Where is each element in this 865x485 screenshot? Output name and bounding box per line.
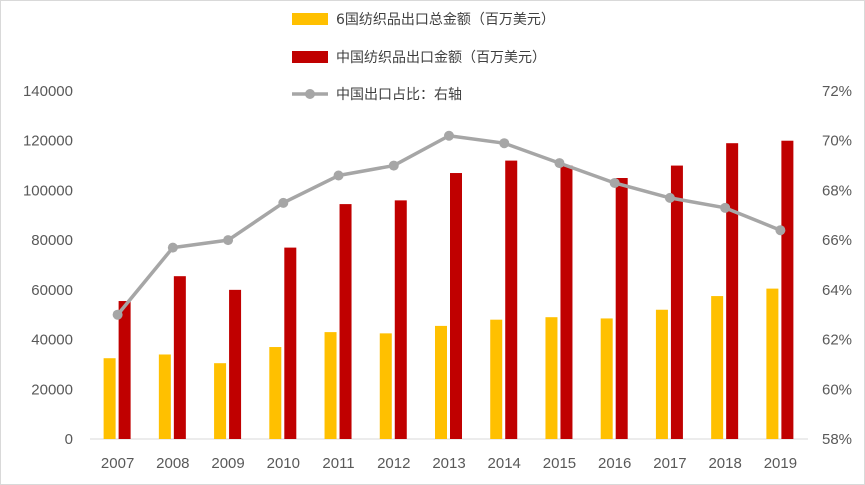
x-tick-label: 2014 xyxy=(488,455,521,472)
y-left-tick-label: 80000 xyxy=(31,232,73,249)
bar-china xyxy=(560,165,573,440)
bar-china xyxy=(173,276,186,439)
bar-6-countries xyxy=(545,317,558,439)
bar-6-countries xyxy=(490,319,503,439)
y-right-tick-label: 60% xyxy=(822,381,852,398)
share-point xyxy=(499,138,510,149)
x-tick-label: 2019 xyxy=(764,455,797,472)
legend-swatch-china xyxy=(292,51,328,63)
share-point xyxy=(720,202,731,213)
share-point xyxy=(223,235,234,246)
share-point xyxy=(609,177,620,188)
share-point xyxy=(278,197,289,208)
legend-item-china: 中国纺织品出口金额（百万美元） xyxy=(292,50,546,66)
bar-china xyxy=(670,165,683,440)
x-tick-label: 2015 xyxy=(543,455,576,472)
share-point xyxy=(112,309,123,320)
y-left-tick-label: 40000 xyxy=(31,332,73,349)
bar-6-countries xyxy=(655,309,668,439)
bar-6-countries xyxy=(214,363,227,439)
bar-china xyxy=(118,301,131,439)
bar-6-countries xyxy=(435,325,447,439)
legend-marker-share xyxy=(305,89,315,99)
y-right-tick-label: 62% xyxy=(822,332,852,349)
y-left-tick-label: 60000 xyxy=(31,282,73,299)
legend-label-share: 中国出口占比：右轴 xyxy=(336,87,462,103)
x-tick-label: 2012 xyxy=(377,455,410,472)
legend-swatch-world xyxy=(292,13,328,25)
line-layer xyxy=(112,130,786,320)
share-point xyxy=(388,160,399,171)
x-tick-label: 2013 xyxy=(432,455,465,472)
bar-china xyxy=(781,140,794,439)
y-right-tick-label: 66% xyxy=(822,232,852,249)
legend-item-share: 中国出口占比：右轴 xyxy=(292,87,462,103)
bar-6-countries xyxy=(711,296,724,439)
bar-china xyxy=(339,204,352,439)
x-tick-label: 2016 xyxy=(598,455,631,472)
y-right-tick-label: 58% xyxy=(822,431,852,448)
share-point xyxy=(333,170,344,181)
x-tick-label: 2007 xyxy=(101,455,134,472)
share-point xyxy=(664,192,675,203)
bar-6-countries xyxy=(766,288,779,439)
legend: 6国纺织品出口总金额（百万美元） 中国纺织品出口金额（百万美元） 中国出口占比：… xyxy=(292,12,555,103)
bar-6-countries xyxy=(600,318,613,439)
bar-6-countries xyxy=(324,332,337,439)
bar-china xyxy=(394,200,407,439)
y-left-tick-label: 0 xyxy=(65,431,73,448)
bar-china xyxy=(284,247,297,439)
y-left-tick-label: 140000 xyxy=(23,83,73,100)
y-left-tick-label: 20000 xyxy=(31,381,73,398)
share-point xyxy=(167,242,178,253)
share-point xyxy=(775,225,786,236)
x-tick-label: 2011 xyxy=(322,455,354,472)
y-right-tick-label: 68% xyxy=(822,182,852,199)
axes: 0 20000 40000 60000 80000 100000 120000 140000 5… xyxy=(23,83,852,472)
y-left-tick-label: 100000 xyxy=(23,182,73,199)
bar-china xyxy=(726,143,739,439)
x-tick-label: 2010 xyxy=(267,455,300,472)
bar-china xyxy=(229,289,242,439)
bar-6-countries xyxy=(269,347,282,439)
legend-label-world: 6国纺织品出口总金额（百万美元） xyxy=(336,12,555,28)
y-right-tick-label: 72% xyxy=(822,83,852,100)
x-tick-label: 2008 xyxy=(156,455,189,472)
y-right-tick-label: 70% xyxy=(822,133,852,150)
x-tick-label: 2009 xyxy=(211,455,244,472)
y-right-tick-label: 64% xyxy=(822,282,852,299)
x-tick-label: 2018 xyxy=(708,455,741,472)
bar-china xyxy=(450,173,462,439)
bar-6-countries xyxy=(103,358,116,439)
bar-china xyxy=(505,160,518,439)
bar-china xyxy=(615,178,628,439)
x-tick-label: 2017 xyxy=(653,455,686,472)
bar-6-countries xyxy=(379,333,392,439)
bar-6-countries xyxy=(158,354,171,439)
share-point xyxy=(554,158,565,169)
bars xyxy=(103,140,794,440)
y-left-tick-label: 120000 xyxy=(23,133,73,150)
legend-item-world: 6国纺织品出口总金额（百万美元） xyxy=(292,12,555,28)
share-point xyxy=(444,130,454,141)
legend-label-china: 中国纺织品出口金额（百万美元） xyxy=(336,50,546,66)
